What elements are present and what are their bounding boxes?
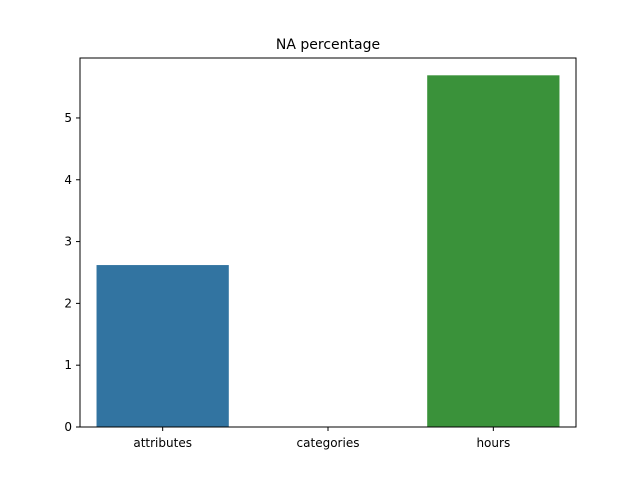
y-tick-label: 2 bbox=[64, 296, 72, 310]
y-tick-label: 4 bbox=[64, 173, 72, 187]
x-tick-label-categories: categories bbox=[297, 436, 360, 450]
y-tick-label: 5 bbox=[64, 111, 72, 125]
y-tick-label: 1 bbox=[64, 358, 72, 372]
x-tick-label-attributes: attributes bbox=[133, 436, 192, 450]
bar-attributes bbox=[96, 265, 229, 427]
chart-title: NA percentage bbox=[276, 37, 380, 53]
bar-hours bbox=[427, 75, 560, 427]
bars-layer bbox=[96, 75, 560, 427]
x-tick-label-hours: hours bbox=[476, 436, 510, 450]
axes-layer: attributes categories hours 0 1 2 3 4 5 bbox=[64, 57, 577, 450]
y-tick-label: 3 bbox=[64, 235, 72, 249]
y-tick-label: 0 bbox=[64, 420, 72, 434]
